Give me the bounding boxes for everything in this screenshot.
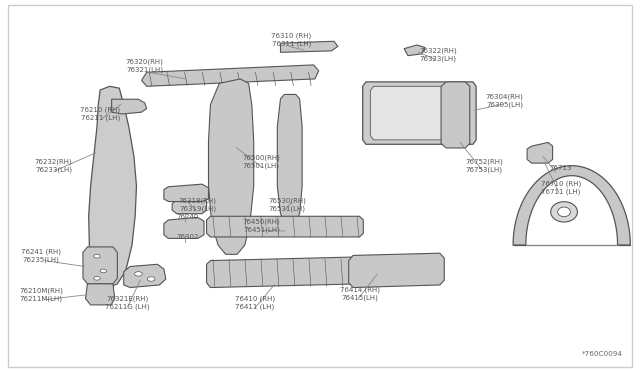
- Polygon shape: [172, 198, 207, 214]
- Text: 76500(RH)
76501(LH): 76500(RH) 76501(LH): [243, 155, 280, 169]
- Text: 76450(RH)
76451(LH): 76450(RH) 76451(LH): [243, 218, 280, 233]
- Text: 76302: 76302: [176, 234, 198, 240]
- Text: 76322(RH)
76323(LH): 76322(RH) 76323(LH): [419, 48, 457, 62]
- Polygon shape: [164, 217, 204, 238]
- Circle shape: [100, 269, 106, 273]
- Polygon shape: [89, 86, 136, 288]
- Polygon shape: [277, 94, 302, 221]
- Ellipse shape: [550, 202, 577, 222]
- Text: 76210M(RH)
76211M(LH): 76210M(RH) 76211M(LH): [19, 288, 63, 302]
- Text: 76304(RH)
76305(LH): 76304(RH) 76305(LH): [486, 94, 524, 108]
- Polygon shape: [280, 41, 338, 52]
- Polygon shape: [349, 253, 444, 288]
- Polygon shape: [207, 257, 364, 288]
- Text: 76240: 76240: [177, 214, 198, 220]
- Polygon shape: [124, 264, 166, 288]
- Circle shape: [147, 277, 155, 281]
- Polygon shape: [363, 82, 476, 144]
- Text: 76321E(RH)
76211G (LH): 76321E(RH) 76211G (LH): [105, 295, 150, 310]
- Text: 76752(RH)
76753(LH): 76752(RH) 76753(LH): [465, 158, 503, 173]
- Text: 76241 (RH)
76235(LH): 76241 (RH) 76235(LH): [21, 249, 61, 263]
- Text: *760C0094: *760C0094: [582, 350, 623, 357]
- Ellipse shape: [557, 207, 570, 217]
- Text: 76318(RH)
76319(LH): 76318(RH) 76319(LH): [179, 198, 217, 212]
- Text: 76414 (RH)
76415(LH): 76414 (RH) 76415(LH): [339, 286, 380, 301]
- Circle shape: [94, 276, 100, 280]
- Text: 76710 (RH)
76711 (LH): 76710 (RH) 76711 (LH): [541, 180, 581, 195]
- Circle shape: [134, 272, 142, 276]
- Polygon shape: [404, 45, 425, 56]
- Text: 76713: 76713: [550, 165, 572, 171]
- Text: 76320(RH)
76321(LH): 76320(RH) 76321(LH): [126, 59, 164, 73]
- Polygon shape: [83, 247, 117, 284]
- Polygon shape: [209, 79, 253, 254]
- Polygon shape: [441, 82, 470, 148]
- Text: 76232(RH)
76233(LH): 76232(RH) 76233(LH): [35, 158, 72, 173]
- Polygon shape: [527, 142, 552, 163]
- Polygon shape: [207, 216, 364, 237]
- Polygon shape: [141, 65, 319, 86]
- Text: 76210 (RH)
76211 (LH): 76210 (RH) 76211 (LH): [80, 107, 120, 121]
- Polygon shape: [371, 86, 468, 140]
- Text: 76310 (RH)
76311 (LH): 76310 (RH) 76311 (LH): [271, 33, 312, 47]
- Polygon shape: [111, 99, 147, 114]
- Text: 76410 (RH)
76411 (LH): 76410 (RH) 76411 (LH): [235, 296, 275, 310]
- Polygon shape: [86, 284, 115, 305]
- Polygon shape: [513, 166, 630, 245]
- Circle shape: [94, 254, 100, 258]
- Text: 76530(RH)
76531(LH): 76530(RH) 76531(LH): [268, 198, 306, 212]
- Polygon shape: [164, 184, 209, 202]
